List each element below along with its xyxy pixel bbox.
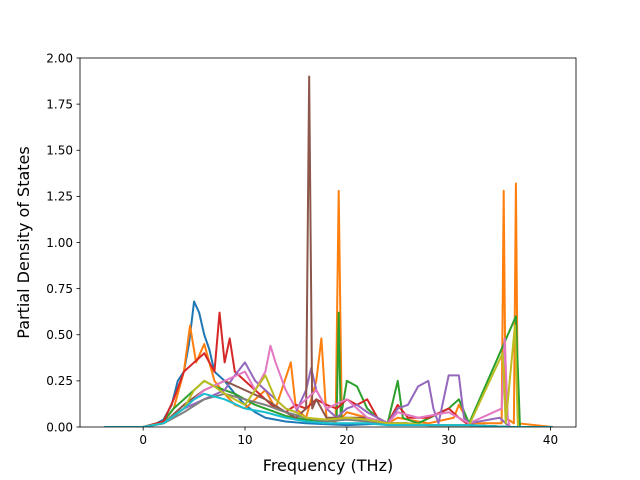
- x-tick-label: 30: [441, 433, 456, 447]
- series-line-9: [104, 324, 553, 427]
- y-tick-label: 0.25: [46, 374, 73, 388]
- y-tick-label: 1.25: [46, 190, 73, 204]
- y-tick-label: 0.00: [46, 420, 73, 434]
- series-line-7: [104, 337, 553, 427]
- y-tick-label: 1.00: [46, 236, 73, 250]
- series-layer: [104, 75, 553, 427]
- x-axis-label: Frequency (THz): [263, 456, 393, 475]
- y-axis-label: Partial Density of States: [14, 146, 33, 338]
- x-axis: 0 10 20 30 40: [139, 427, 558, 447]
- x-tick-label: 40: [543, 433, 558, 447]
- series-line-10: [104, 392, 553, 427]
- y-tick-label: 0.50: [46, 328, 73, 342]
- y-tick-label: 1.50: [46, 144, 73, 158]
- y-tick-label: 0.75: [46, 282, 73, 296]
- y-tick-label: 2.00: [46, 51, 73, 65]
- x-tick-label: 0: [139, 433, 147, 447]
- x-tick-label: 20: [339, 433, 354, 447]
- x-tick-label: 10: [237, 433, 252, 447]
- y-tick-label: 1.75: [46, 97, 73, 111]
- series-line-2: [104, 182, 553, 427]
- y-axis: 0.00 0.25 0.50 0.75 1.00 1.25 1.50 1.75 2.00: [46, 51, 80, 434]
